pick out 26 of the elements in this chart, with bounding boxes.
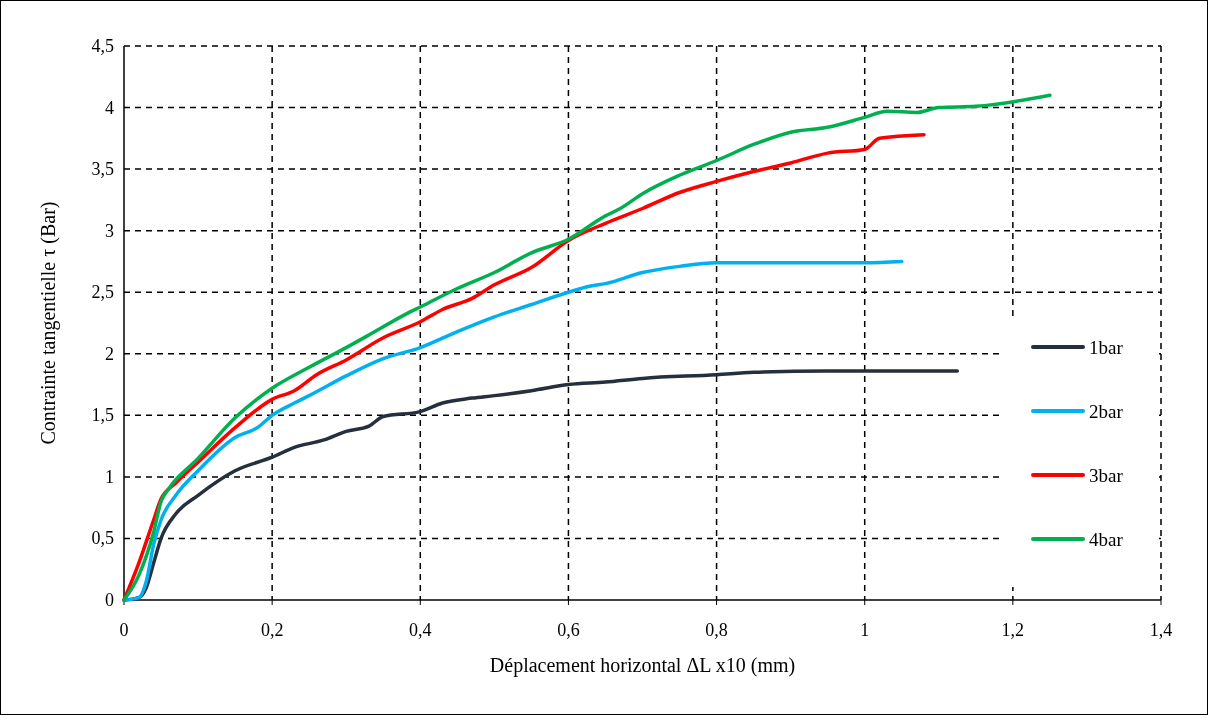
legend-label: 1bar: [1089, 337, 1124, 358]
y-tick-label: 3,5: [91, 159, 114, 180]
x-tick-label: 0,6: [557, 620, 580, 640]
y-tick-label: 1: [105, 466, 114, 487]
legend-label: 3bar: [1089, 465, 1124, 486]
x-tick-label: 0,2: [260, 620, 284, 640]
y-tick-label: 0,5: [91, 528, 114, 549]
y-tick-label: 3: [105, 220, 114, 241]
legend-label: 4bar: [1089, 529, 1124, 550]
x-tick-label: 1,4: [1149, 620, 1173, 640]
x-axis-title: Déplacement horizontal ΔL x10 (mm): [489, 654, 796, 677]
x-tick-label: 0: [119, 620, 129, 640]
y-axis-title: Contrainte tangentielle τ (Bar): [37, 201, 60, 445]
y-tick-label: 2: [105, 343, 114, 364]
x-tick-label: 0,4: [409, 620, 432, 640]
y-tick-label: 4: [105, 97, 114, 118]
x-tick-label: 0,8: [705, 620, 728, 640]
y-tick-label: 0: [105, 590, 114, 610]
x-tick-label: 1: [860, 620, 870, 640]
line-series: [122, 259, 904, 602]
legend-label: 2bar: [1089, 401, 1124, 422]
y-tick-label: 2,5: [91, 282, 114, 303]
x-tick-label: 1,2: [1001, 620, 1025, 640]
y-tick-label: 4,5: [91, 36, 114, 56]
line-series: [122, 93, 1052, 602]
y-tick-label: 1,5: [91, 405, 114, 426]
